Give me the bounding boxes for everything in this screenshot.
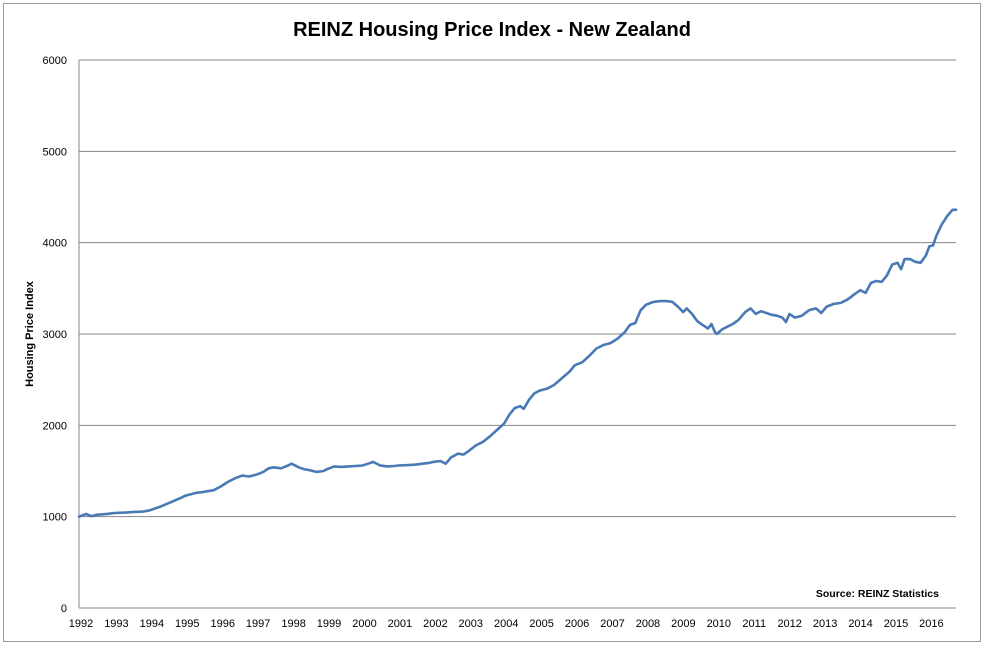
x-tick-label: 2016 <box>919 618 943 630</box>
x-tick-label: 2010 <box>707 618 731 630</box>
x-tick-label: 2003 <box>459 618 483 630</box>
x-tick-label: 1992 <box>69 618 93 630</box>
x-tick-label: 1996 <box>210 618 234 630</box>
source-note: Source: REINZ Statistics <box>816 588 939 600</box>
x-tick-label: 2014 <box>848 618 872 630</box>
y-tick-label: 2000 <box>43 420 67 432</box>
x-tick-label: 1998 <box>281 618 305 630</box>
x-tick-label: 2007 <box>600 618 624 630</box>
chart-title: REINZ Housing Price Index - New Zealand <box>293 19 691 41</box>
y-axis-label: Housing Price Index <box>24 280 36 387</box>
y-tick-label: 5000 <box>43 146 67 158</box>
x-tick-label: 2004 <box>494 618 518 630</box>
y-tick-label: 3000 <box>43 329 67 341</box>
x-tick-labels: 1992 1993 1994 1995 1996 1997 1998 1999 2000 2001… <box>69 618 944 630</box>
x-tick-label: 2009 <box>671 618 695 630</box>
x-tick-label: 2012 <box>777 618 801 630</box>
x-tick-label: 1995 <box>175 618 199 630</box>
x-tick-label: 2011 <box>742 618 766 630</box>
x-tick-label: 1997 <box>246 618 270 630</box>
y-tick-label: 1000 <box>43 512 67 524</box>
x-tick-label: 1999 <box>317 618 341 630</box>
x-tick-label: 2008 <box>636 618 660 630</box>
x-tick-label: 2015 <box>884 618 908 630</box>
y-tick-label: 6000 <box>43 55 67 67</box>
x-tick-label: 2002 <box>423 618 447 630</box>
x-tick-label: 2000 <box>352 618 376 630</box>
x-tick-label: 2005 <box>529 618 553 630</box>
y-tick-label: 0 <box>61 603 67 615</box>
x-tick-label: 1993 <box>104 618 128 630</box>
x-tick-label: 2006 <box>565 618 589 630</box>
gridlines <box>79 59 956 518</box>
x-tick-label: 2013 <box>813 618 837 630</box>
series-line <box>77 208 958 519</box>
y-tick-label: 4000 <box>43 238 67 250</box>
series-group <box>77 208 958 519</box>
x-tick-label: 2001 <box>388 618 412 630</box>
y-tick-labels: 0 1000 2000 3000 4000 5000 6000 <box>43 55 67 615</box>
chart-frame <box>3 3 981 642</box>
x-tick-label: 1994 <box>140 618 164 630</box>
